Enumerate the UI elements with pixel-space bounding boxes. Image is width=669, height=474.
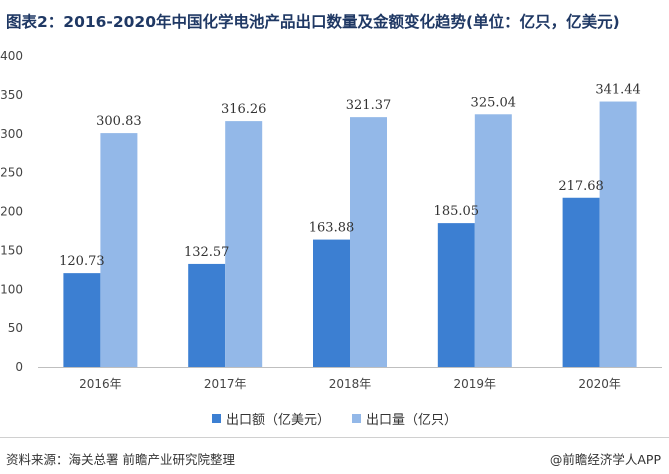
bar-s1-0 bbox=[100, 133, 138, 367]
legend-label-export-volume: 出口量（亿只） bbox=[366, 413, 458, 428]
x-tick-label-3: 2019年 bbox=[454, 377, 497, 391]
data-label-s1-0: 300.83 bbox=[96, 114, 142, 129]
data-label-s1-1: 316.26 bbox=[221, 102, 267, 117]
y-tick-label-4: 200 bbox=[0, 205, 23, 219]
x-tick-label-1: 2017年 bbox=[204, 377, 247, 391]
data-labels: 120.73 300.83 132.57 316.26 163.88 321.37 185.… bbox=[59, 83, 641, 270]
data-label-s1-2: 321.37 bbox=[346, 98, 392, 113]
y-tick-label-0: 0 bbox=[15, 360, 23, 374]
y-tick-label-1: 50 bbox=[8, 321, 23, 335]
bar-s0-0 bbox=[63, 273, 101, 367]
legend-item-export-value: 出口额（亿美元） bbox=[211, 409, 330, 428]
legend: 出口额（亿美元） 出口量（亿只） bbox=[0, 409, 669, 428]
y-tick-label-6: 300 bbox=[0, 127, 23, 141]
y-tick-label-7: 350 bbox=[0, 88, 23, 102]
data-label-s0-0: 120.73 bbox=[59, 254, 105, 269]
brand-credit: @前瞻经济学人APP bbox=[549, 452, 661, 467]
bar-s1-4 bbox=[599, 101, 637, 368]
x-tick-label-4: 2020年 bbox=[578, 377, 621, 391]
data-label-s0-2: 163.88 bbox=[309, 221, 355, 236]
data-label-s0-1: 132.57 bbox=[184, 245, 230, 260]
y-tick-label-8: 400 bbox=[0, 49, 23, 63]
bar-s1-2 bbox=[350, 117, 387, 367]
bar-s1-1 bbox=[225, 121, 263, 367]
bar-s0-4 bbox=[562, 197, 600, 367]
data-label-s0-3: 185.05 bbox=[434, 204, 480, 219]
legend-swatch-export-volume bbox=[352, 414, 361, 423]
y-tick-label-5: 250 bbox=[0, 166, 23, 180]
bar-s0-2 bbox=[313, 239, 350, 367]
footer: 资料来源：海关总署 前瞻产业研究院整理 @前瞻经济学人APP bbox=[0, 437, 669, 474]
legend-swatch-export-value bbox=[211, 414, 221, 423]
legend-item-export-volume: 出口量（亿只） bbox=[352, 409, 457, 428]
data-label-s1-3: 325.04 bbox=[471, 95, 517, 110]
x-tick-label-2: 2018年 bbox=[329, 377, 372, 391]
bar-chart: 0 50 100 150 200 250 300 350 400 120.73 300.83 132… bbox=[0, 49, 662, 391]
data-label-s1-4: 341.44 bbox=[595, 83, 641, 98]
x-tick-label-0: 2016年 bbox=[79, 377, 122, 391]
data-label-s0-4: 217.68 bbox=[558, 179, 604, 194]
legend-label-export-value: 出口额（亿美元） bbox=[225, 413, 330, 428]
bar-s1-3 bbox=[474, 114, 512, 367]
y-tick-label-3: 150 bbox=[0, 243, 23, 257]
bar-s0-1 bbox=[188, 263, 226, 367]
y-tick-label-2: 100 bbox=[0, 282, 23, 296]
chart-title: 图表2：2016-2020年中国化学电池产品出口数量及金额变化趋势(单位：亿只，… bbox=[6, 13, 620, 31]
x-axis: 2016年 2017年 2018年 2019年 2020年 bbox=[38, 367, 662, 391]
bar-series bbox=[63, 101, 637, 368]
y-axis: 0 50 100 150 200 250 300 350 400 bbox=[0, 49, 23, 374]
source-note: 资料来源：海关总署 前瞻产业研究院整理 bbox=[6, 452, 235, 467]
bar-s0-3 bbox=[437, 223, 475, 367]
